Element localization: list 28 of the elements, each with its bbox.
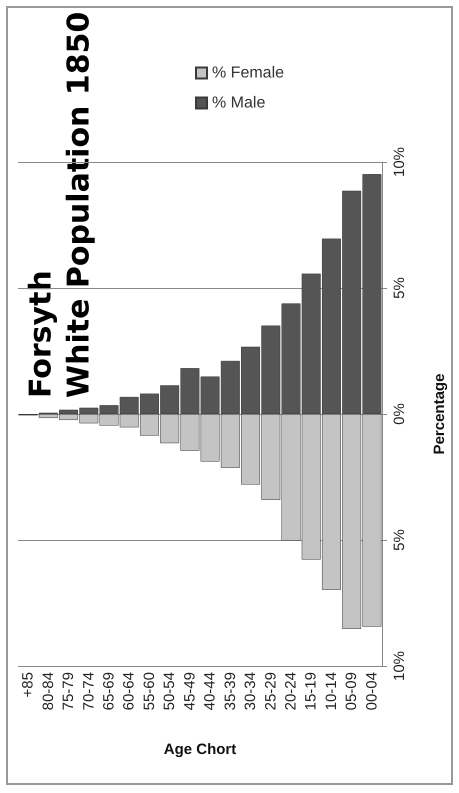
x-tick-label: 20-24 (282, 672, 300, 710)
legend-label: % Male (212, 94, 266, 112)
x-tick-label: 50-54 (161, 672, 178, 710)
y-tick-label: 5% (391, 277, 408, 299)
y-tick-label: 10% (391, 146, 408, 178)
y-tick-label: 5% (391, 529, 408, 551)
x-tick-label: 05-09 (343, 672, 360, 710)
x-tick-label: 80-84 (40, 672, 57, 710)
y-tick-label: 10% (391, 650, 408, 682)
x-tick-label: +85 (20, 672, 37, 698)
x-tick-label: 15-19 (302, 672, 320, 710)
x-tick-label: 55-60 (140, 672, 158, 710)
text: Forsyth White Population 1850 (24, 12, 96, 398)
x-tick-label: 40-44 (202, 672, 219, 710)
y-axis-title: Percentage (431, 374, 448, 454)
x-tick-label: 75-79 (60, 672, 78, 710)
y-tick-label: 0% (391, 403, 408, 425)
x-axis-title: Age Chort (164, 741, 236, 758)
x-tick-label: 65-69 (100, 672, 118, 710)
legend-label: % Female (212, 64, 284, 82)
x-tick-label: 60-64 (120, 672, 138, 710)
x-tick-label: 45-49 (181, 672, 198, 710)
x-tick-label: 10-14 (322, 672, 340, 710)
x-tick-label: 35-39 (222, 672, 239, 710)
x-tick-label: 30-34 (242, 672, 260, 710)
x-tick-label: 70-74 (80, 672, 98, 710)
x-tick-label: 25-29 (262, 672, 280, 710)
x-tick-label: 00-04 (363, 672, 380, 710)
